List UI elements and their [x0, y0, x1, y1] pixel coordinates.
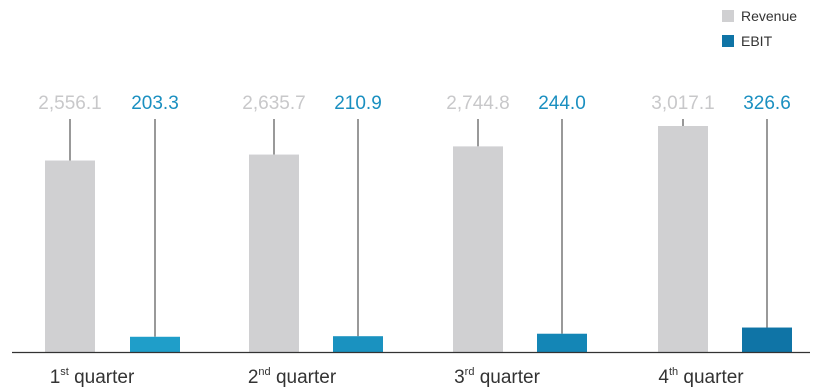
value-labels: 2,556.1 203.3 2,635.7 210.9 2,744.8 244.0 3,01…	[38, 93, 790, 114]
value-label-ebit-4: 326.6	[743, 93, 791, 114]
category-labels: 1st quarter 2nd quarter 3rd quarter 4th qua…	[50, 366, 745, 388]
value-label-revenue-2: 2,635.7	[242, 93, 305, 114]
value-label-ebit-2: 210.9	[334, 93, 382, 114]
legend: Revenue EBIT	[722, 8, 797, 49]
value-label-ebit-1: 203.3	[131, 93, 179, 114]
value-label-revenue-1: 2,556.1	[38, 93, 101, 114]
category-label-1: 1st quarter	[50, 366, 135, 388]
bar-ebit-3	[537, 333, 587, 352]
legend-swatch-ebit	[722, 35, 734, 47]
category-label-2: 2nd quarter	[248, 366, 337, 388]
value-connector-lines	[69, 119, 768, 337]
legend-label-revenue: Revenue	[741, 8, 797, 24]
bar-revenue-3	[453, 146, 503, 352]
legend-label-ebit: EBIT	[741, 33, 773, 49]
bar-revenue-4	[658, 126, 708, 352]
bar-ebit-1	[130, 336, 180, 352]
bars	[45, 126, 792, 352]
bar-revenue-2	[249, 154, 299, 352]
value-label-ebit-3: 244.0	[538, 93, 586, 114]
bar-revenue-1	[45, 160, 95, 352]
bar-ebit-2	[333, 336, 383, 352]
legend-swatch-revenue	[722, 10, 734, 22]
bar-ebit-4	[742, 327, 792, 352]
category-label-4: 4th quarter	[658, 366, 744, 388]
value-label-revenue-4: 3,017.1	[651, 93, 714, 114]
value-label-revenue-3: 2,744.8	[446, 93, 509, 114]
category-label-3: 3rd quarter	[454, 366, 541, 388]
